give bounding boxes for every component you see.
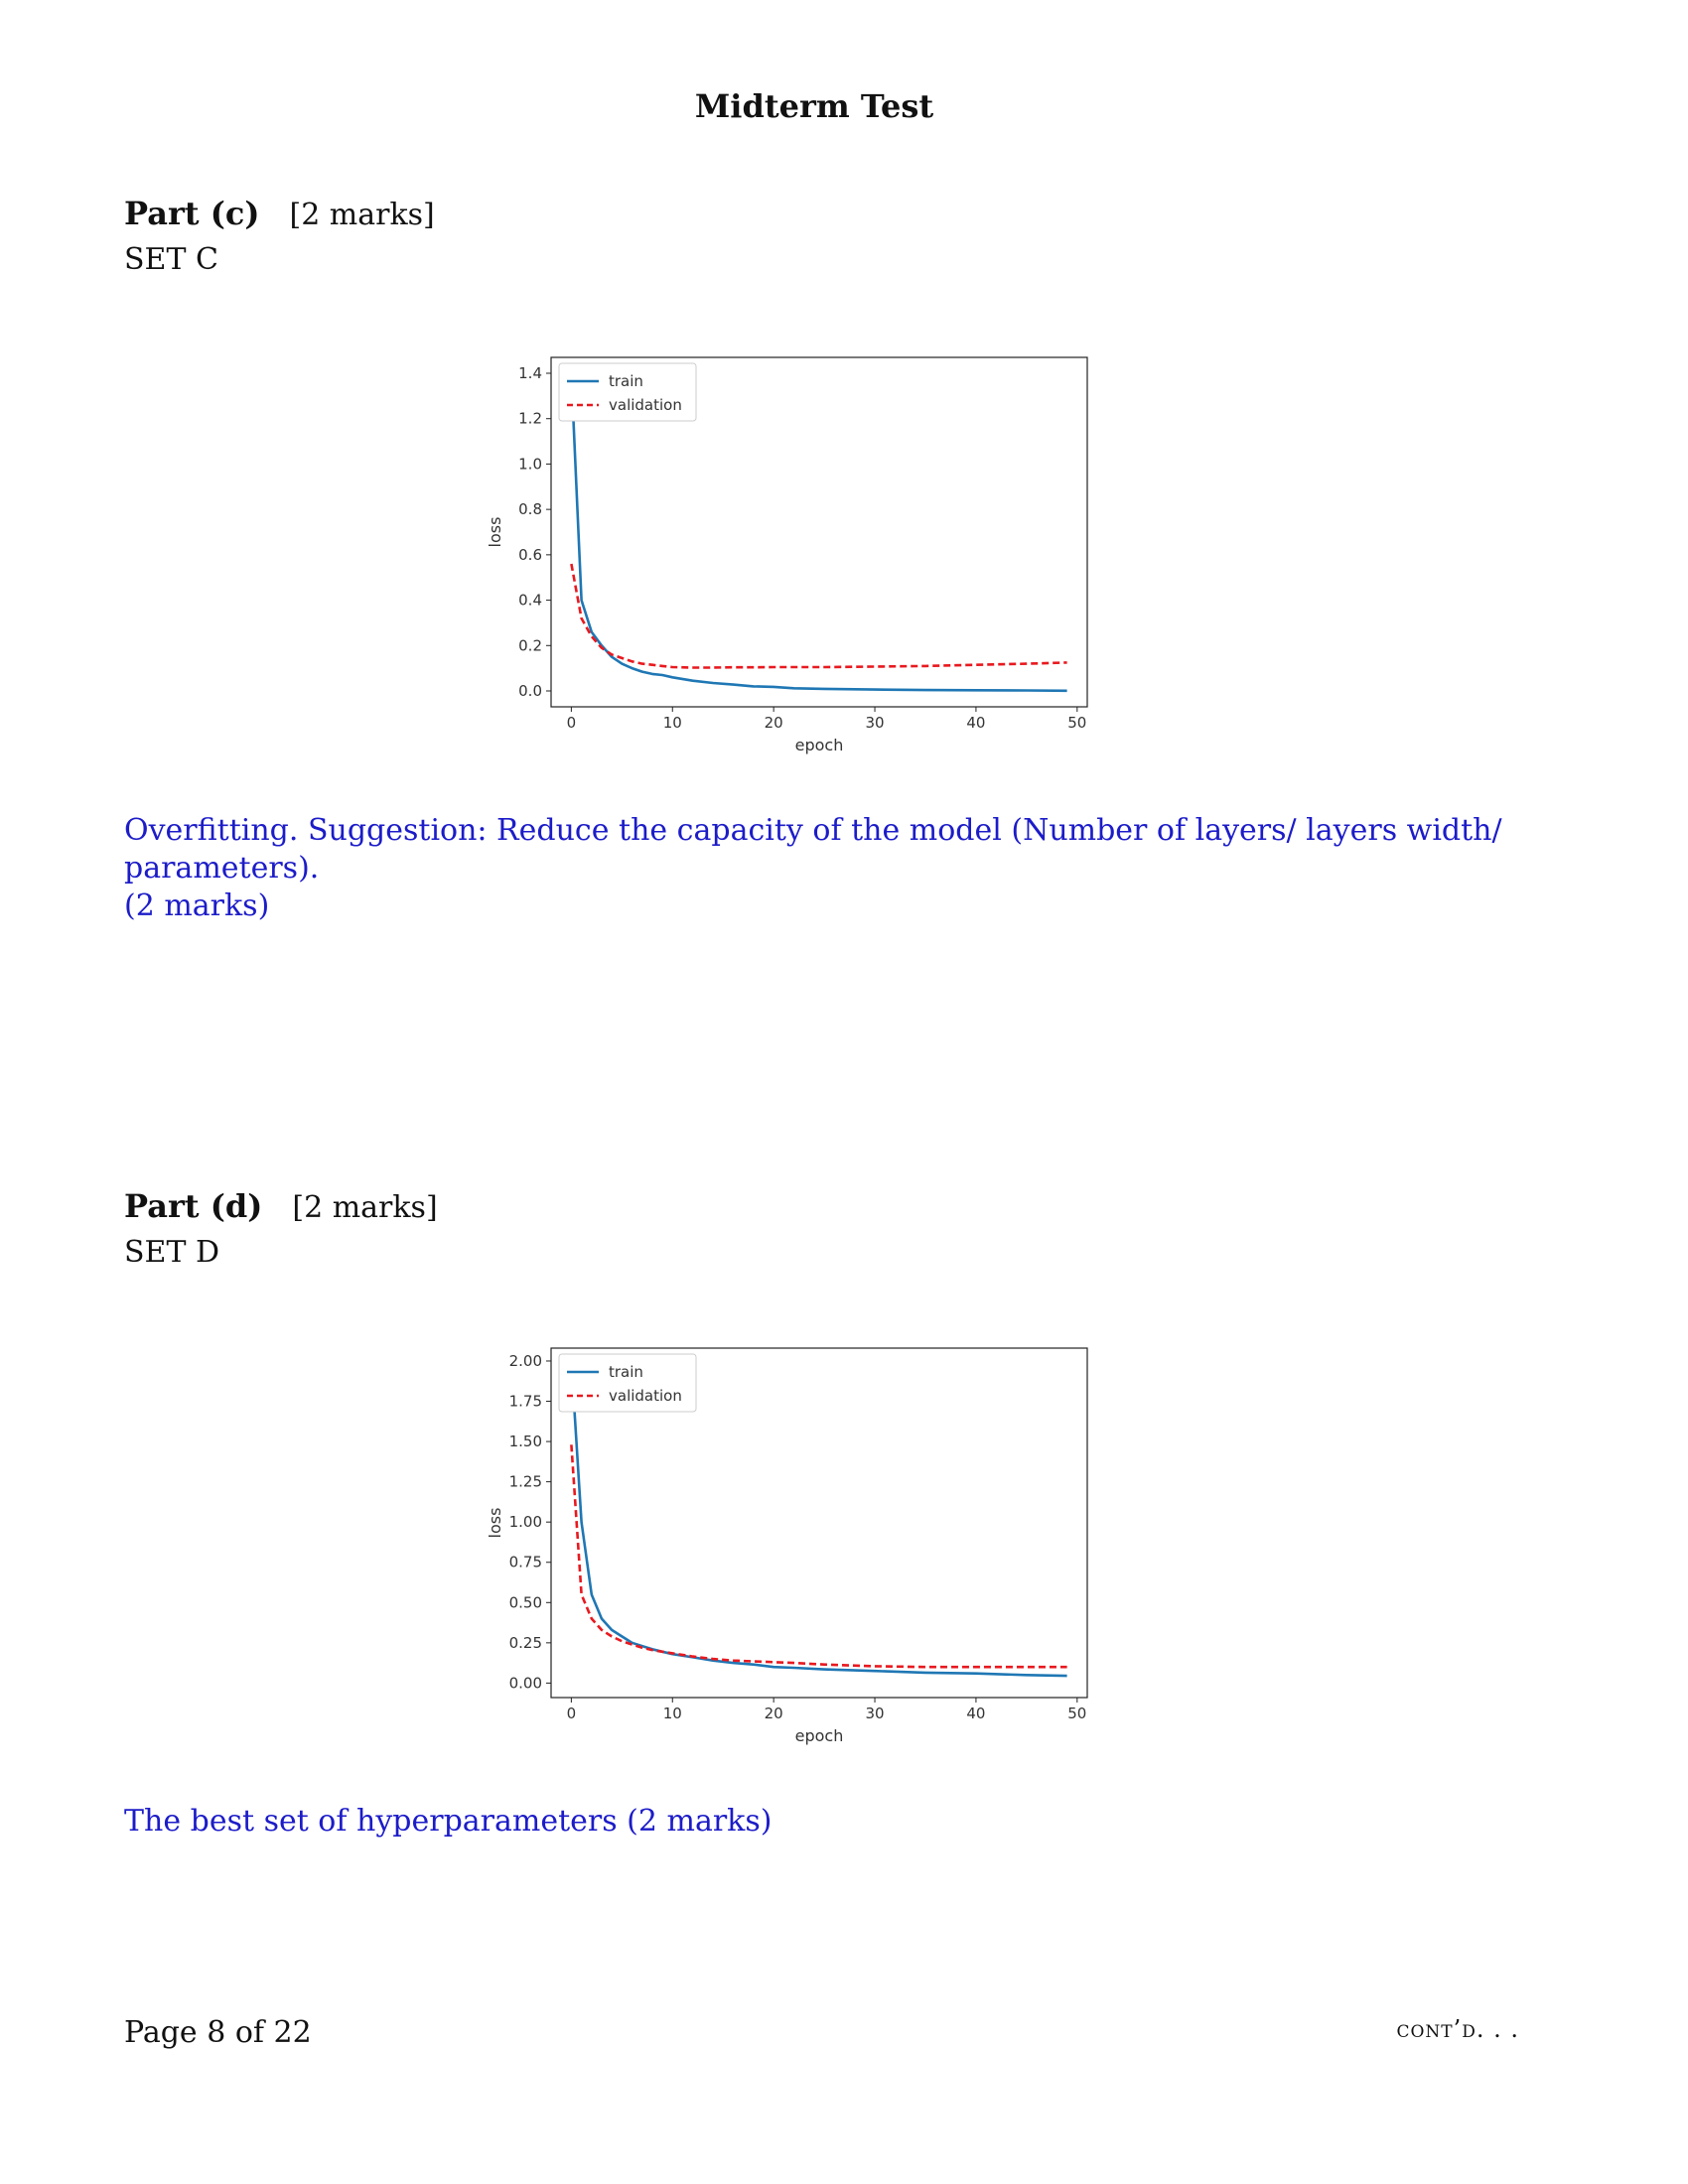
part-d-label: Part (d) bbox=[124, 1187, 263, 1225]
plot-frame bbox=[550, 356, 1088, 708]
series-line-validation bbox=[570, 563, 1067, 669]
part-c-answer-line2: (2 marks) bbox=[124, 888, 270, 923]
plot-frame bbox=[550, 1347, 1088, 1699]
x-tick-label: 30 bbox=[865, 714, 884, 732]
page-number: Page 8 of 22 bbox=[124, 2015, 312, 2050]
y-tick-label: 0.75 bbox=[509, 1554, 542, 1571]
legend-label-train: train bbox=[609, 372, 643, 390]
x-axis-label: epoch bbox=[795, 1726, 844, 1745]
x-tick-label: 20 bbox=[765, 1705, 783, 1722]
legend-box bbox=[558, 1353, 697, 1413]
y-tick-label: 0.25 bbox=[509, 1634, 542, 1652]
part-c-answer: Overfitting. Suggestion: Reduce the capa… bbox=[124, 812, 1564, 925]
y-tick-label: 2.00 bbox=[509, 1352, 542, 1370]
part-c-label: Part (c) bbox=[124, 195, 260, 232]
part-d-heading: Part (d) [2 marks] bbox=[124, 1187, 438, 1225]
part-c-answer-line1: Overfitting. Suggestion: Reduce the capa… bbox=[124, 813, 1502, 886]
y-tick-label: 0.00 bbox=[509, 1674, 542, 1692]
y-tick-label: 0.6 bbox=[518, 546, 542, 564]
chart-set-c: 0 10 20 30 40 50 0.0 0.2 0.4 0.6 0.8 1.0 1.2 1.4 epoch… bbox=[486, 356, 1088, 754]
x-tick-label: 20 bbox=[765, 714, 783, 732]
y-tick-label: 0.50 bbox=[509, 1593, 542, 1611]
y-tick-label: 1.50 bbox=[509, 1433, 542, 1450]
y-tick-label: 1.2 bbox=[518, 410, 542, 428]
legend-label-train: train bbox=[609, 1363, 643, 1381]
part-d-answer-line1: The best set of hyperparameters (2 marks… bbox=[124, 1804, 773, 1839]
y-tick-label: 1.00 bbox=[509, 1513, 542, 1531]
part-c-heading: Part (c) [2 marks] bbox=[124, 195, 435, 232]
x-axis-label: epoch bbox=[795, 736, 844, 754]
x-tick-label: 50 bbox=[1067, 1705, 1086, 1722]
y-tick-label: 0.4 bbox=[518, 592, 542, 610]
x-tick-label: 40 bbox=[966, 1705, 985, 1722]
legend-label-validation: validation bbox=[609, 396, 682, 414]
x-tick-label: 10 bbox=[663, 1705, 682, 1722]
y-tick-label: 0.0 bbox=[518, 682, 542, 700]
series-line-validation bbox=[570, 1444, 1067, 1669]
y-tick-label: 1.4 bbox=[518, 364, 542, 382]
page-title: Midterm Test bbox=[694, 87, 934, 125]
y-tick-label: 1.75 bbox=[509, 1393, 542, 1411]
x-tick-label: 0 bbox=[567, 1705, 577, 1722]
continued-note: cont’d. . . bbox=[1396, 2015, 1519, 2043]
x-tick-label: 10 bbox=[663, 714, 682, 732]
y-tick-label: 1.0 bbox=[518, 455, 542, 473]
x-tick-label: 50 bbox=[1067, 714, 1086, 732]
part-d-set: SET D bbox=[124, 1235, 220, 1270]
x-tick-label: 30 bbox=[865, 1705, 884, 1722]
part-c-marks: [2 marks] bbox=[289, 198, 435, 232]
part-d-marks: [2 marks] bbox=[292, 1190, 438, 1225]
x-tick-label: 40 bbox=[966, 714, 985, 732]
legend-label-validation: validation bbox=[609, 1387, 682, 1405]
x-tick-label: 0 bbox=[567, 714, 577, 732]
y-tick-label: 0.2 bbox=[518, 636, 542, 654]
y-axis-label: loss bbox=[486, 517, 504, 548]
part-d-answer: The best set of hyperparameters (2 marks… bbox=[124, 1803, 1564, 1841]
chart-set-d: 0 10 20 30 40 50 0.00 0.25 0.50 0.75 1.00 1.25 1.50 1… bbox=[486, 1347, 1088, 1745]
part-c-set: SET C bbox=[124, 242, 218, 277]
y-axis-label: loss bbox=[486, 1508, 504, 1539]
y-tick-label: 1.25 bbox=[509, 1473, 542, 1491]
y-tick-label: 0.8 bbox=[518, 500, 542, 518]
legend-box bbox=[558, 362, 697, 422]
